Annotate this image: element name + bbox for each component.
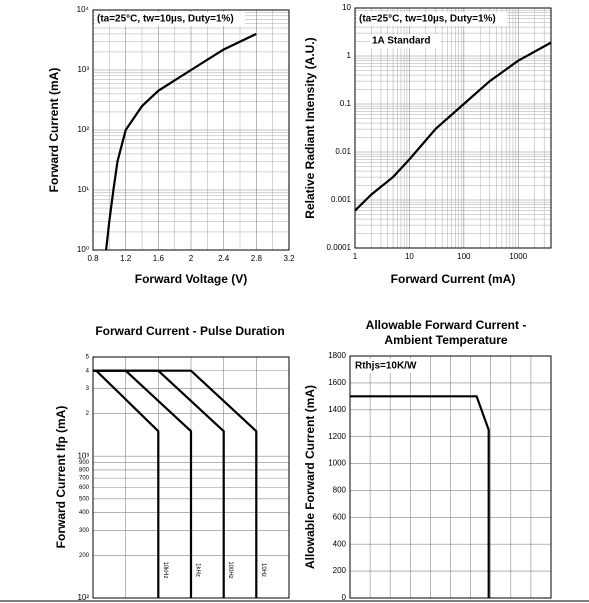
y-tick-label: 700 bbox=[79, 476, 90, 482]
y-axis-label: Forward Current Ifp (mA) bbox=[54, 406, 68, 549]
y-tick-label: 10³ bbox=[77, 65, 89, 74]
y-tick-label: 800 bbox=[79, 467, 90, 473]
y-axis-label: Allowable Forward Current (mA) bbox=[303, 385, 317, 569]
chart: 0 200 400 600 800 1000 1200 1400 1600 1800 Rthjs=1… bbox=[303, 318, 552, 602]
y-tick-label: 4 bbox=[86, 368, 90, 374]
series-label: 10kHz bbox=[162, 561, 168, 578]
y-tick-label: 1400 bbox=[328, 405, 346, 414]
y-tick-label: 5 bbox=[86, 355, 90, 361]
curve bbox=[350, 395, 490, 598]
y-axis-label: Relative Radiant Intensity (A.U.) bbox=[303, 37, 317, 218]
chart-title: Forward Current - Pulse Duration bbox=[95, 324, 284, 338]
curve bbox=[105, 32, 257, 251]
chart: 10⁰ 10¹ 10² 10³ 10⁴ 0.8 1.2 1.6 2 2.4 2.8 3.2 (ta=25… bbox=[47, 5, 295, 286]
x-tick-label: 2 bbox=[189, 254, 194, 263]
y-tick-label: 10 bbox=[342, 3, 351, 12]
y-tick-label: 400 bbox=[333, 539, 347, 548]
annotation: (ta=25°C, tw=10µs, Duty=1%) bbox=[97, 14, 234, 25]
x-tick-label: 100 bbox=[457, 252, 471, 261]
y-tick-label: 200 bbox=[79, 553, 90, 559]
annotation-bg bbox=[353, 359, 423, 373]
curve bbox=[93, 369, 258, 598]
series-label: 10Hz bbox=[260, 563, 266, 577]
curve bbox=[354, 41, 552, 212]
series-label: 1kHz bbox=[194, 563, 200, 577]
y-tick-label: 1600 bbox=[328, 378, 346, 387]
y-tick-label: 600 bbox=[79, 485, 90, 491]
annotation-bg bbox=[357, 12, 507, 26]
x-axis-label: Forward Current (mA) bbox=[391, 272, 516, 286]
y-tick-label: 0.001 bbox=[331, 195, 352, 204]
y-tick-label: 0 bbox=[342, 593, 347, 602]
chart: 0.0001 0.001 0.01 0.1 1 10 1 10 100 1000 (ta=25°C,… bbox=[303, 3, 552, 286]
annotation: 1A Standard bbox=[372, 36, 431, 47]
y-tick-label: 600 bbox=[333, 512, 347, 521]
y-tick-label: 1000 bbox=[328, 459, 346, 468]
y-tick-label: 10² bbox=[77, 593, 89, 602]
y-tick-label: 0.01 bbox=[335, 147, 351, 156]
y-tick-label: 0.1 bbox=[340, 99, 352, 108]
y-tick-label: 300 bbox=[79, 528, 90, 534]
x-tick-label: 1 bbox=[353, 252, 358, 261]
x-tick-label: 0.8 bbox=[87, 254, 99, 263]
chart-title: Ambient Temperature bbox=[384, 333, 507, 347]
y-tick-label: 10³ bbox=[77, 451, 89, 460]
chart-title: Allowable Forward Current - bbox=[366, 318, 527, 332]
x-tick-label: 3.2 bbox=[283, 254, 295, 263]
plot-frame bbox=[349, 355, 552, 599]
plot-frame bbox=[92, 9, 290, 251]
annotation: Rthjs=10K/W bbox=[355, 361, 417, 372]
x-tick-label: 2.4 bbox=[218, 254, 230, 263]
series-label: 100Hz bbox=[227, 561, 233, 578]
y-tick-label: 10⁰ bbox=[77, 245, 89, 254]
y-tick-label: 800 bbox=[333, 486, 347, 495]
y-tick-label: 2 bbox=[86, 411, 90, 417]
y-tick-label: 10² bbox=[77, 125, 89, 134]
plot-frame bbox=[354, 7, 552, 249]
annotation-bg bbox=[95, 12, 245, 26]
y-axis-label: Forward Current (mA) bbox=[47, 68, 61, 193]
x-tick-label: 1000 bbox=[509, 252, 527, 261]
y-tick-label: 10¹ bbox=[77, 185, 89, 194]
annotation: (ta=25°C, tw=10µs, Duty=1%) bbox=[359, 14, 496, 25]
y-tick-label: 1800 bbox=[328, 351, 346, 360]
curve bbox=[93, 369, 193, 598]
annotation-bg bbox=[370, 34, 440, 48]
y-tick-label: 500 bbox=[79, 496, 90, 502]
y-tick-label: 1200 bbox=[328, 432, 346, 441]
x-tick-label: 1.6 bbox=[153, 254, 165, 263]
y-tick-label: 3 bbox=[86, 386, 90, 392]
y-tick-label: 200 bbox=[333, 566, 347, 575]
x-tick-label: 1.2 bbox=[120, 254, 132, 263]
y-tick-label: 10⁴ bbox=[77, 5, 90, 14]
y-tick-label: 900 bbox=[79, 460, 90, 466]
x-tick-label: 2.8 bbox=[251, 254, 263, 263]
y-tick-label: 0.0001 bbox=[327, 243, 352, 252]
y-tick-label: 400 bbox=[79, 510, 90, 516]
x-axis-label: Forward Voltage (V) bbox=[135, 272, 247, 286]
y-tick-label: 1 bbox=[347, 51, 352, 60]
x-tick-label: 10 bbox=[405, 252, 414, 261]
